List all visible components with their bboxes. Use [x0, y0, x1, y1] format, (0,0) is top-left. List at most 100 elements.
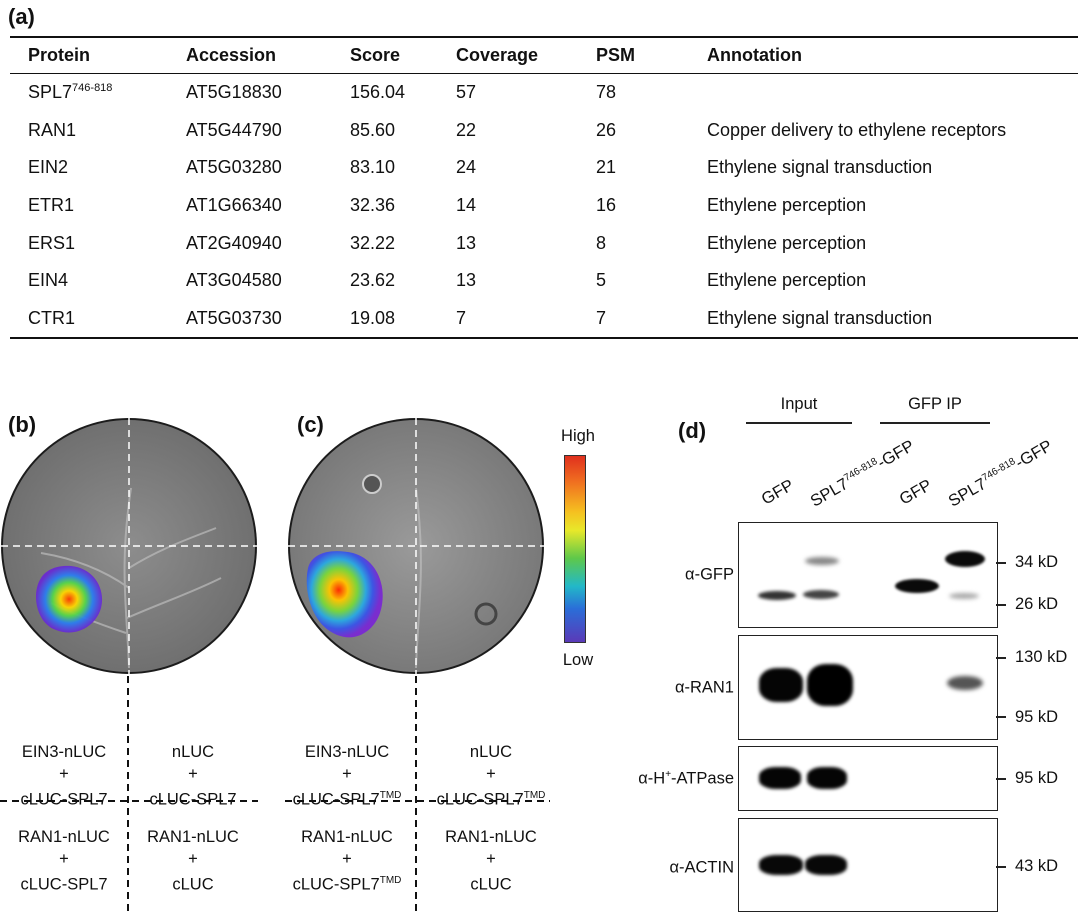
cell-annotation: Ethylene signal transduction: [707, 157, 933, 178]
antibody-label-actin: α-ACTIN: [669, 858, 734, 877]
cell-psm: 8: [596, 232, 607, 253]
cell-annotation: Ethylene perception: [707, 232, 867, 253]
cell-score: 156.04: [350, 82, 406, 103]
cell-score: 32.22: [350, 232, 396, 253]
cell-psm: 78: [596, 82, 617, 103]
table-row: RAN1 AT5G44790 85.60 22 26 Copper delivery to…: [10, 112, 1078, 150]
cell-annotation: [689, 74, 1078, 112]
group-input-label: Input: [780, 395, 818, 413]
cell-protein: CTR1: [10, 299, 168, 340]
marker-43kd: 43 kD: [1015, 857, 1059, 875]
cell-coverage: 7: [438, 299, 578, 340]
col-header: Coverage: [438, 36, 578, 74]
cell-accession: AT2G40940: [186, 232, 282, 253]
cell-score: 83.10: [350, 157, 396, 178]
cell-coverage: 57: [456, 82, 477, 103]
blot-band: [805, 855, 847, 875]
blot-band: [758, 591, 796, 600]
scale-low-label: Low: [562, 651, 594, 669]
cell-coverage: 24: [456, 157, 477, 178]
label-c-bottom-left: RAN1-nLUC + cLUC-SPL7TMD: [292, 828, 402, 894]
table-row: ETR1 AT1G66340 32.36 14 16 Ethylene perceptio…: [10, 187, 1078, 225]
blot-band: [807, 767, 847, 789]
cell-annotation: Ethylene perception: [707, 270, 867, 291]
antibody-label-h-atpase: α-H+-ATPase: [638, 769, 734, 788]
col-header: Protein: [10, 36, 168, 74]
cell-coverage: 22: [456, 119, 477, 140]
color-scale-bar: [564, 455, 586, 643]
marker-26kd: 26 kD: [1015, 595, 1059, 613]
group-input-line: [746, 422, 852, 424]
marker-tick: [996, 866, 1006, 868]
blot-ran1: [738, 635, 998, 740]
label-c-top-left: EIN3-nLUC + cLUC-SPL7TMD: [292, 743, 402, 809]
blot-band: [949, 593, 979, 599]
cell-protein: SPL7746-818: [28, 82, 113, 103]
cell-annotation: Copper delivery to ethylene receptors: [707, 119, 1007, 140]
blot-band: [895, 579, 939, 593]
blot-band: [803, 590, 839, 599]
table-row: SPL7746-818 AT5G18830 156.04 57 78: [10, 74, 1078, 112]
cell-protein: ETR1: [28, 195, 75, 216]
cell-accession: AT5G18830: [186, 82, 282, 103]
lane-label-4: SPL7746-818-GFP: [945, 436, 1056, 511]
cell-annotation: Ethylene signal transduction: [689, 299, 1078, 340]
cell-accession: AT5G03280: [186, 157, 282, 178]
marker-tick: [996, 778, 1006, 780]
col-header: PSM: [578, 36, 689, 74]
table-row: EIN4 AT3G04580 23.62 13 5 Ethylene perception: [10, 262, 1078, 300]
blot-band: [759, 855, 803, 875]
blot-band: [945, 551, 985, 567]
marker-tick: [996, 716, 1006, 718]
panel-d-letter: (d): [678, 418, 707, 443]
cell-score: 32.36: [350, 195, 396, 216]
cell-coverage: 14: [456, 195, 477, 216]
label-b-top-left: EIN3-nLUC + cLUC-SPL7: [20, 743, 108, 809]
cell-accession: AT1G66340: [186, 195, 282, 216]
cell-score: 23.62: [350, 270, 396, 291]
panel-c-grid-lines: [285, 676, 550, 913]
label-b-top-right: nLUC + cLUC-SPL7: [149, 743, 237, 809]
blot-band: [947, 676, 983, 690]
table-row: ERS1 AT2G40940 32.22 13 8 Ethylene perception: [10, 224, 1078, 262]
cell-protein: EIN2: [28, 157, 69, 178]
blot-band: [759, 767, 801, 789]
cell-protein: ERS1: [28, 232, 76, 253]
leaf-image-b: [1, 418, 257, 674]
cell-accession: AT5G03730: [168, 299, 332, 340]
cell-score: 85.60: [350, 119, 396, 140]
antibody-label-ran1: α-RAN1: [674, 678, 734, 697]
marker-tick: [996, 562, 1006, 564]
table-row: CTR1 AT5G03730 19.08 7 7 Ethylene signal tran…: [10, 299, 1078, 340]
blot-actin: [738, 818, 998, 912]
cell-psm: 21: [596, 157, 617, 178]
label-c-bottom-right: RAN1-nLUC + cLUC: [445, 828, 537, 894]
label-b-bottom-right: RAN1-nLUC + cLUC: [147, 828, 239, 894]
cell-accession: AT5G44790: [186, 119, 282, 140]
panel-c-letter: (c): [297, 412, 324, 437]
marker-tick: [996, 604, 1006, 606]
scale-high-label: High: [561, 427, 595, 445]
lane-label-3: GFP: [896, 476, 935, 509]
label-b-bottom-left: RAN1-nLUC + cLUC-SPL7: [18, 828, 110, 894]
marker-tick: [996, 657, 1006, 659]
blot-band: [759, 668, 803, 702]
cell-accession: AT3G04580: [186, 270, 282, 291]
leaf-image-c: [288, 418, 544, 674]
marker-130kd: 130 kD: [1015, 648, 1068, 666]
cell-psm: 16: [596, 195, 617, 216]
protein-table: Protein Accession Score Coverage PSM Ann…: [10, 36, 1078, 340]
cell-coverage: 13: [456, 232, 477, 253]
cell-protein: EIN4: [28, 270, 69, 291]
table-header-row: Protein Accession Score Coverage PSM Ann…: [10, 36, 1078, 74]
group-ip-label: GFP IP: [908, 395, 962, 413]
cell-protein: RAN1: [28, 119, 77, 140]
marker-95kd: 95 kD: [1015, 708, 1059, 726]
group-ip-line: [880, 422, 990, 424]
lane-label-1: GFP: [758, 476, 797, 509]
panel-b-letter: (b): [8, 412, 37, 437]
marker-95kd: 95 kD: [1015, 769, 1059, 787]
blot-band: [807, 664, 853, 706]
cell-annotation: Ethylene perception: [707, 195, 867, 216]
col-header: Score: [332, 36, 438, 74]
